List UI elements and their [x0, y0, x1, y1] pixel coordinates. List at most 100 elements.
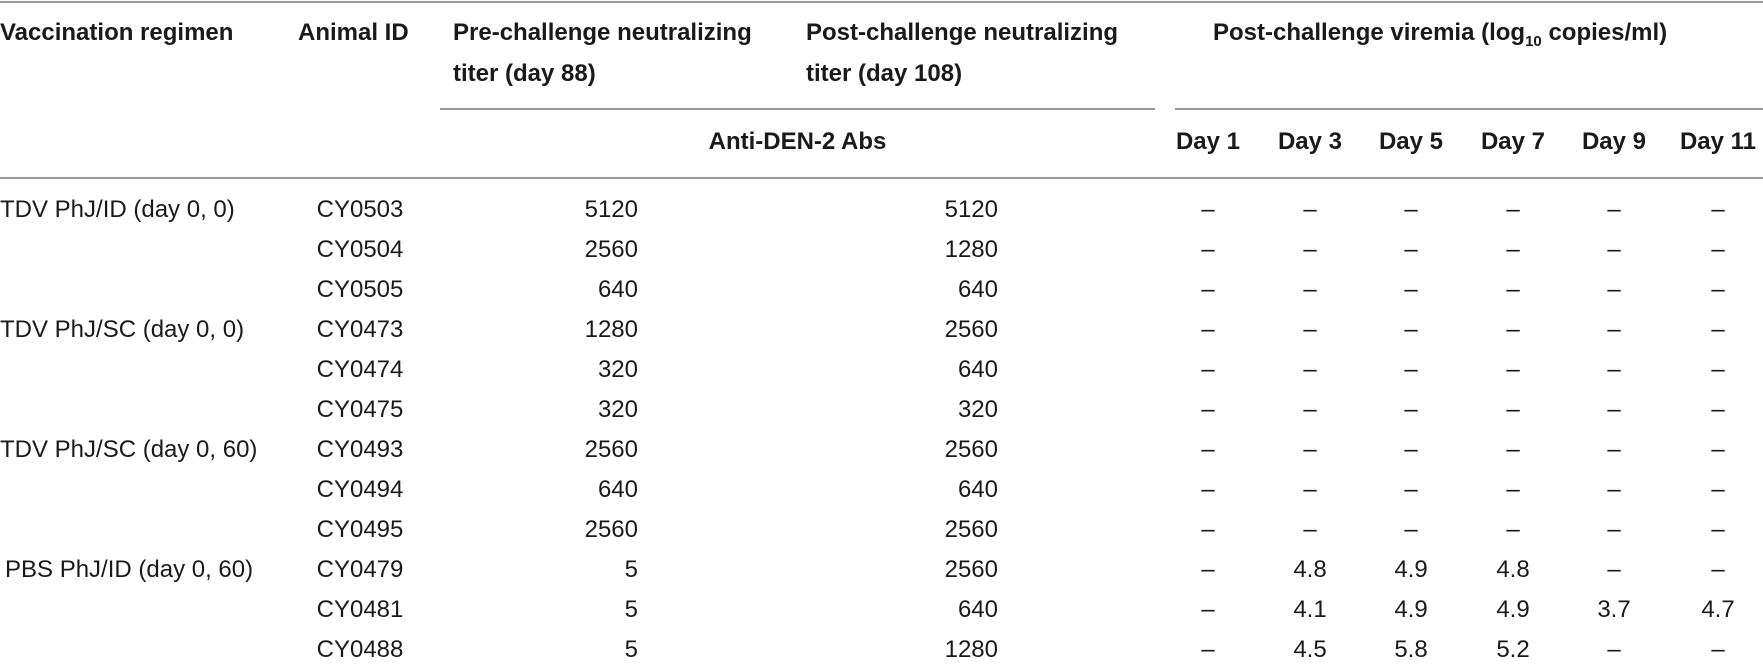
cell-viremia-day-9: – [1607, 236, 1621, 263]
cell-viremia-day-11: – [1711, 356, 1725, 383]
header-day-5: Day 9 [1581, 128, 1647, 155]
cell-post-titer: 640 [957, 596, 998, 623]
cell-viremia-day-11: – [1711, 516, 1725, 543]
cell-viremia-day-1: – [1201, 396, 1215, 423]
header-day-1: Day 1 [1175, 128, 1241, 155]
cell-viremia-day-5: – [1404, 356, 1418, 383]
header-pre-line1: Pre-challenge neutralizing [453, 19, 752, 46]
cell-viremia-day-11: – [1711, 236, 1725, 263]
cell-pre-titer: 5120 [584, 196, 638, 223]
header-bottom-rule [0, 177, 1763, 179]
cell-pre-titer: 320 [597, 396, 638, 423]
cell-pre-titer: 5 [624, 556, 638, 583]
cell-regimen: TDV PhJ/ID (day 0, 0) [0, 196, 235, 223]
cell-pre-titer: 320 [597, 356, 638, 383]
cell-post-titer: 320 [957, 396, 998, 423]
cell-viremia-day-7: – [1506, 476, 1520, 503]
cell-viremia-day-9: – [1607, 196, 1621, 223]
header-viremia: Post-challenge viremia (log10 copies/ml) [1213, 19, 1668, 50]
cell-animal-id: CY0488 [316, 636, 404, 663]
cell-viremia-day-3: – [1303, 436, 1317, 463]
cell-viremia-day-3: 4.1 [1293, 596, 1327, 623]
cell-viremia-day-5: – [1404, 196, 1418, 223]
header-pre-line2: titer (day 88) [453, 60, 596, 87]
cell-viremia-day-5: – [1404, 316, 1418, 343]
header-post-line1: Post-challenge neutralizing [806, 19, 1119, 46]
cell-viremia-day-11: – [1711, 436, 1725, 463]
cell-viremia-day-9: – [1607, 276, 1621, 303]
cell-viremia-day-3: 4.5 [1293, 636, 1327, 663]
cell-post-titer: 1280 [944, 636, 998, 663]
cell-animal-id: CY0505 [316, 276, 404, 303]
cell-post-titer: 2560 [944, 516, 998, 543]
cell-viremia-day-1: – [1201, 356, 1215, 383]
cell-viremia-day-11: – [1711, 396, 1725, 423]
cell-viremia-day-7: – [1506, 436, 1520, 463]
cell-viremia-day-5: – [1404, 276, 1418, 303]
cell-viremia-day-3: – [1303, 476, 1317, 503]
cell-viremia-day-9: – [1607, 556, 1621, 583]
cell-viremia-day-9: – [1607, 516, 1621, 543]
cell-viremia-day-5: 4.9 [1394, 596, 1428, 623]
cell-viremia-day-1: – [1201, 596, 1215, 623]
cell-viremia-day-9: – [1607, 316, 1621, 343]
cell-viremia-day-1: – [1201, 196, 1215, 223]
cell-post-titer: 5120 [944, 196, 998, 223]
cell-pre-titer: 640 [597, 476, 638, 503]
cell-viremia-day-9: 3.7 [1597, 596, 1631, 623]
cell-viremia-day-5: 5.8 [1394, 636, 1428, 663]
cell-viremia-day-1: – [1201, 556, 1215, 583]
cell-viremia-day-7: 4.9 [1496, 596, 1530, 623]
cell-viremia-day-9: – [1607, 356, 1621, 383]
header-regimen: Vaccination regimen [0, 19, 234, 46]
cell-viremia-day-7: – [1506, 356, 1520, 383]
cell-viremia-day-5: – [1404, 516, 1418, 543]
cell-viremia-day-11: – [1711, 196, 1725, 223]
cell-viremia-day-3: – [1303, 516, 1317, 543]
cell-viremia-day-3: – [1303, 236, 1317, 263]
cell-pre-titer: 640 [597, 276, 638, 303]
cell-viremia-day-11: – [1711, 556, 1725, 583]
cell-animal-id: CY0473 [316, 316, 404, 343]
cell-viremia-day-7: – [1506, 396, 1520, 423]
cell-viremia-day-9: – [1607, 476, 1621, 503]
cell-viremia-day-9: – [1607, 436, 1621, 463]
cell-viremia-day-3: – [1303, 196, 1317, 223]
cell-viremia-day-7: – [1506, 316, 1520, 343]
cell-animal-id: CY0495 [316, 516, 404, 543]
cell-pre-titer: 2560 [584, 236, 638, 263]
cell-viremia-day-7: – [1506, 236, 1520, 263]
cell-post-titer: 2560 [944, 556, 998, 583]
cell-viremia-day-11: – [1711, 636, 1725, 663]
top-rule [0, 1, 1763, 3]
cell-viremia-day-1: – [1201, 436, 1215, 463]
cell-animal-id: CY0494 [316, 476, 404, 503]
cell-animal-id: CY0474 [316, 356, 404, 383]
cell-viremia-day-1: – [1201, 516, 1215, 543]
cell-viremia-day-11: – [1711, 316, 1725, 343]
cell-viremia-day-3: 4.8 [1293, 556, 1327, 583]
header-post-line2: titer (day 108) [806, 60, 963, 87]
cell-viremia-day-1: – [1201, 636, 1215, 663]
header-day-6: Day 11 [1679, 128, 1757, 155]
cell-post-titer: 1280 [944, 236, 998, 263]
cell-viremia-day-3: – [1303, 396, 1317, 423]
cell-viremia-day-1: – [1201, 236, 1215, 263]
cell-viremia-day-9: – [1607, 636, 1621, 663]
cell-pre-titer: 1280 [584, 316, 638, 343]
cell-post-titer: 640 [957, 476, 998, 503]
cell-viremia-day-5: – [1404, 476, 1418, 503]
cell-viremia-day-5: – [1404, 436, 1418, 463]
cell-post-titer: 640 [957, 356, 998, 383]
titer-group-rule [440, 108, 1155, 110]
header-animal-id: Animal ID [298, 19, 409, 46]
cell-regimen: TDV PhJ/SC (day 0, 60) [0, 436, 258, 463]
viremia-group-rule [1175, 108, 1763, 110]
cell-viremia-day-7: – [1506, 276, 1520, 303]
cell-viremia-day-1: – [1201, 316, 1215, 343]
cell-viremia-day-3: – [1303, 316, 1317, 343]
cell-animal-id: CY0475 [316, 396, 404, 423]
cell-post-titer: 2560 [944, 316, 998, 343]
header-anti-den2-abs: Anti-DEN-2 Abs [708, 128, 887, 155]
cell-viremia-day-11: 4.7 [1701, 596, 1735, 623]
